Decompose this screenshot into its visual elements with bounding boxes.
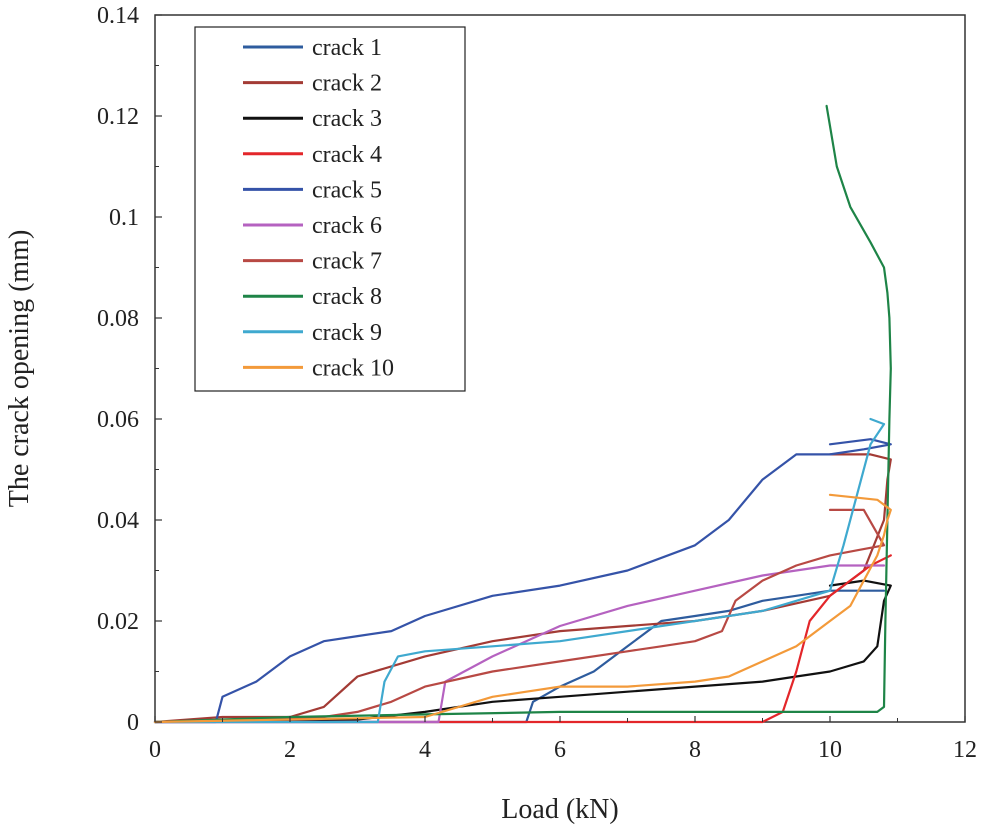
x-tick-label: 10 (818, 737, 842, 763)
legend-label-crack-9: crack 9 (312, 320, 382, 346)
x-tick-label: 0 (149, 737, 161, 763)
x-tick-label: 6 (554, 737, 566, 763)
y-tick-label: 0.02 (97, 609, 139, 635)
y-tick-label: 0.08 (97, 306, 139, 332)
legend-box (194, 26, 466, 392)
series-line-crack-9 (153, 417, 886, 724)
y-tick-label: 0.1 (109, 205, 139, 231)
legend-label-crack-8: crack 8 (312, 284, 382, 310)
y-tick-label: 0.04 (97, 508, 139, 534)
legend-label-crack-6: crack 6 (312, 213, 382, 239)
series-line-crack-4 (153, 554, 892, 724)
x-tick-label: 8 (689, 737, 701, 763)
series-line-crack-8 (153, 104, 892, 724)
y-tick-label: 0 (127, 710, 139, 736)
legend-label-crack-10: crack 10 (312, 355, 394, 381)
y-tick-label: 0.14 (97, 3, 139, 29)
legend-label-crack-7: crack 7 (312, 249, 382, 275)
legend-label-crack-4: crack 4 (312, 142, 382, 168)
x-tick-label: 2 (284, 737, 296, 763)
legend-label-crack-3: crack 3 (312, 106, 382, 132)
series-line-crack-7 (153, 508, 886, 724)
legend: crack 1 crack 2 crack 3 crack 4 crack 5 crack… (194, 26, 466, 392)
legend-label-crack-2: crack 2 (312, 71, 382, 97)
series-line-crack-5 (153, 438, 892, 724)
x-axis-title: Load (kN) (501, 794, 618, 825)
series-line-crack-2 (153, 453, 892, 724)
series-line-crack-10 (153, 493, 892, 724)
y-tick-label: 0.06 (97, 407, 139, 433)
x-tick-label: 12 (953, 737, 977, 763)
legend-label-crack-1: crack 1 (312, 35, 382, 61)
y-tick-label: 0.12 (97, 104, 139, 130)
series-line-crack-6 (153, 564, 886, 724)
x-axis: 0 2 4 6 8 10 12 (149, 716, 977, 763)
legend-label-crack-5: crack 5 (312, 177, 382, 203)
y-axis: 0 0.02 0.04 0.06 0.08 0.1 0.12 0.14 (97, 3, 162, 736)
y-axis-title: The crack opening (mm) (4, 230, 35, 508)
series-line-crack-3 (153, 579, 892, 724)
x-tick-label: 4 (419, 737, 431, 763)
